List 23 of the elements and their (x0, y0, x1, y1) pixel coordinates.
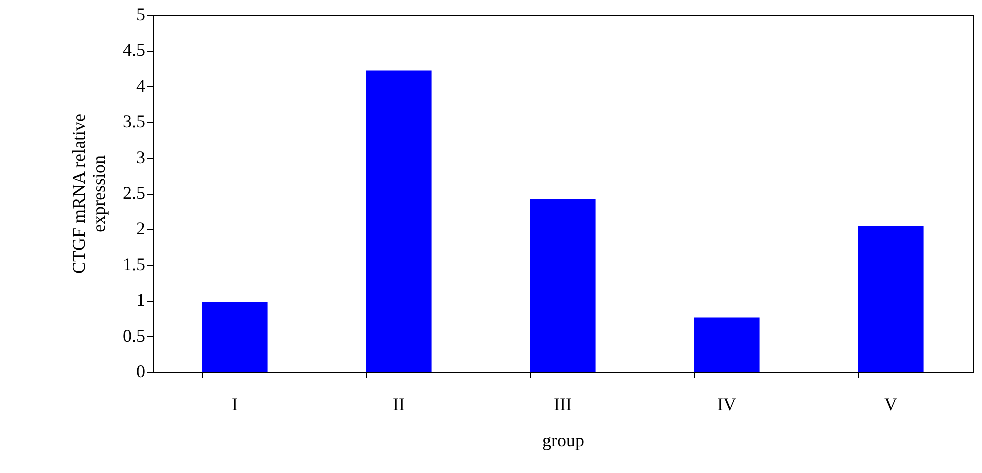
x-tick-label: I (232, 394, 238, 414)
x-tick-label: II (393, 394, 405, 414)
x-tick-label: V (884, 394, 898, 414)
y-tick-label: 4 (136, 76, 146, 96)
bar (202, 302, 268, 372)
x-tick-label: IV (718, 394, 736, 414)
y-tick-label: 2.5 (123, 183, 146, 203)
x-axis-title: group (542, 430, 584, 450)
y-tick-label: 3.5 (123, 112, 146, 132)
y-axis-title: CTGF mRNA relative expression (69, 114, 109, 274)
y-tick-label: 1 (136, 290, 146, 310)
y-tick-label: 1.5 (123, 254, 146, 274)
y-tick-label: 0 (136, 362, 146, 382)
y-tick-label: 4.5 (123, 40, 146, 60)
x-tick-label: III (554, 394, 572, 414)
bar (694, 318, 760, 372)
y-tick-label: 2 (136, 218, 146, 239)
bar (366, 70, 432, 372)
y-tick-label: 0.5 (123, 326, 146, 346)
bar (858, 226, 924, 372)
bar (530, 199, 596, 372)
y-tick-label: 3 (136, 147, 146, 168)
y-tick-label: 5 (136, 4, 146, 24)
